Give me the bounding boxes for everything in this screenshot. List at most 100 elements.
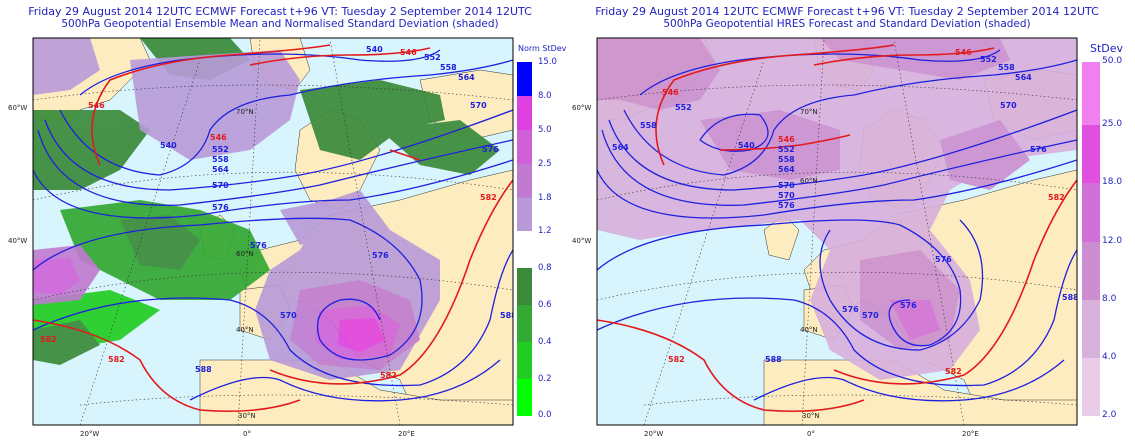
legend-tick: 8.0 [538,91,552,101]
legend-tick: 5.0 [538,125,552,135]
legend-swatch [1082,358,1100,416]
legend-swatch [517,96,532,130]
left-legend-title: Norm StDev [518,44,567,53]
contour-label: 588 [1062,293,1079,302]
contour-label: 582 [668,355,685,364]
contour-label: 582 [380,371,397,380]
contour-label: 570 [778,191,795,200]
legend-tick: 1.2 [538,226,552,236]
contour-label: 564 [458,73,475,82]
lat-label: 40°W [8,237,27,245]
legend-tick: 0.0 [538,410,552,420]
legend-swatch [517,268,532,305]
left-map: 546 540 546 552 558 564 570 576 582 588 … [8,37,517,438]
legend-tick: 4.0 [1102,352,1117,362]
contour-label: 546 [955,48,972,57]
lon-label: 20°W [80,430,99,438]
legend-swatch [517,130,532,164]
left-graticule [33,39,513,425]
contour-label: 570 [1000,101,1017,110]
contour-label: 582 [40,335,57,344]
right-red-contours [597,44,1077,413]
lat-label: 60°N [236,250,254,258]
legend-swatch [517,342,532,379]
lon-label: 20°W [644,430,663,438]
contour-label: 576 [778,201,795,210]
contour-label: 564 [212,165,229,174]
contour-label: 546 [662,88,679,97]
legend-swatch [517,164,532,198]
lat-label: 70°N [800,108,818,116]
legend-swatch [517,379,532,416]
lat-label: 30°N [802,412,820,420]
left-title-line1: Friday 29 August 2014 12UTC ECMWF Foreca… [28,5,532,18]
contour-label: 558 [640,121,657,130]
contour-label: 582 [480,193,497,202]
contour-label: 582 [1048,193,1065,202]
left-legend [517,62,532,416]
lat-label: 60°W [8,104,27,112]
contour-label: 570 [280,311,297,320]
contour-label: 546 [778,135,795,144]
contour-label: 582 [945,367,962,376]
contour-label: 540 [160,141,177,150]
contour-label: 546 [88,101,105,110]
contour-label: 546 [400,48,417,57]
left-purple-shading [33,38,440,380]
lat-label: 70°N [236,108,254,116]
contour-label: 552 [424,53,441,62]
left-title-line2: 500hPa Geopotential Ensemble Mean and No… [61,18,499,30]
contour-label: 588 [195,365,212,374]
contour-label: 576 [372,251,389,260]
legend-tick: 1.8 [538,193,552,203]
contour-label: 588 [500,311,517,320]
legend-tick: 15.0 [538,57,557,67]
contour-label: 552 [778,145,795,154]
contour-label: 552 [675,103,692,112]
legend-tick: 12.0 [1102,236,1123,246]
contour-label: 564 [612,143,629,152]
lat-label: 30°N [238,412,256,420]
contour-label: 570 [778,181,795,190]
contour-label: 546 [210,133,227,142]
lat-label: 60°W [572,104,591,112]
right-legend [1082,62,1100,416]
contour-label: 576 [482,145,499,154]
contour-label: 570 [470,101,487,110]
contour-label: 570 [862,311,879,320]
contour-label: 582 [108,355,125,364]
contour-label: 576 [1030,145,1047,154]
contour-label: 558 [778,155,795,164]
legend-swatch [1082,183,1100,242]
contour-label: 576 [250,241,267,250]
legend-tick: 0.2 [538,374,552,384]
contour-label: 552 [212,145,229,154]
lon-label: 20°E [398,430,415,438]
contour-label: 576 [212,203,229,212]
left-red-contours [33,44,513,413]
legend-tick: 0.4 [538,337,552,347]
contour-label: 576 [842,305,859,314]
legend-tick: 25.0 [1102,119,1123,129]
left-contour-labels: 546 540 546 552 558 564 570 576 582 588 … [40,45,517,380]
legend-swatch [517,198,532,231]
left-blue-contours [33,49,513,402]
contour-label: 552 [980,55,997,64]
legend-tick: 18.0 [1102,177,1123,187]
contour-label: 564 [1015,73,1032,82]
contour-label: 558 [998,63,1015,72]
legend-tick: 50.0 [1102,56,1123,66]
legend-swatch [1082,242,1100,300]
contour-label: 558 [212,155,229,164]
legend-tick: 0.6 [538,300,552,310]
lat-label: 40°N [236,326,254,334]
legend-swatch [1082,62,1100,125]
lon-label: 0° [807,430,815,438]
legend-swatch [517,62,532,96]
legend-swatch [1082,125,1100,183]
right-title-line1: Friday 29 August 2014 12UTC ECMWF Foreca… [595,5,1099,18]
contour-label: 564 [778,165,795,174]
right-map: 546 552 558 564 570 576 582 588 546 540 … [572,37,1079,438]
contour-label: 576 [900,301,917,310]
